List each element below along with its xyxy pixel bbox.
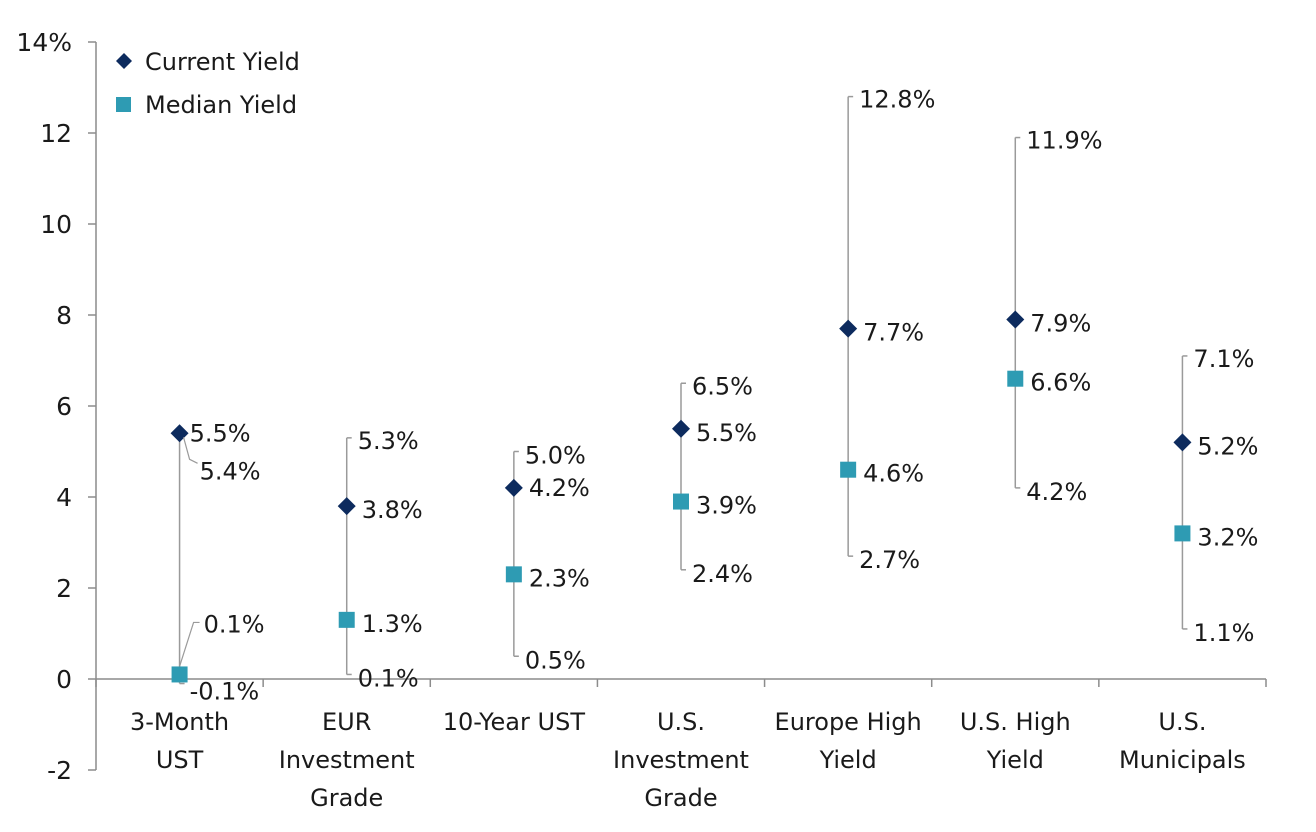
legend-median-marker bbox=[116, 97, 131, 112]
median-yield-label: 6.6% bbox=[1030, 369, 1091, 397]
category-label: U.S. bbox=[1158, 708, 1206, 736]
category-labels: 3-Month UST EUR Investment Grade 10-Year UST U… bbox=[130, 708, 1246, 812]
category-label: Europe High bbox=[775, 708, 922, 736]
y-tick-label: 8 bbox=[56, 301, 72, 330]
y-tick-label: 2 bbox=[56, 574, 72, 603]
range-low-label: 2.7% bbox=[859, 546, 920, 574]
current-yield-label: 7.7% bbox=[863, 319, 924, 347]
y-tick-label: -2 bbox=[47, 756, 72, 785]
range-low-label: -0.1% bbox=[190, 678, 260, 706]
y-tick-label: 4 bbox=[56, 483, 72, 512]
median-yield-marker bbox=[840, 461, 857, 478]
range-high-label: 5.4% bbox=[200, 457, 261, 485]
category-label: EUR bbox=[322, 708, 371, 736]
current-yield-label: 7.9% bbox=[1030, 310, 1091, 338]
current-yield-marker bbox=[170, 424, 189, 443]
range-low-label: 4.2% bbox=[1026, 478, 1087, 506]
legend: Current Yield Median Yield bbox=[116, 48, 300, 119]
median-yield-label: 2.3% bbox=[529, 564, 590, 592]
median-yield-label: 3.9% bbox=[696, 492, 757, 520]
range-low-label: 2.4% bbox=[692, 560, 753, 588]
legend-current-label: Current Yield bbox=[145, 48, 300, 76]
range-low-label: 0.5% bbox=[525, 646, 586, 674]
range-high-label: 5.3% bbox=[358, 427, 419, 455]
median-yield-label: 0.1% bbox=[204, 610, 265, 638]
range-high-label: 5.0% bbox=[525, 442, 586, 470]
axes bbox=[88, 41, 1267, 771]
median-yield-marker bbox=[505, 566, 522, 583]
current-yield-marker bbox=[672, 419, 690, 438]
range-low-label: 0.1% bbox=[358, 664, 419, 692]
category-label: Yield bbox=[986, 746, 1044, 774]
current-yield-label: 3.8% bbox=[362, 496, 423, 524]
category-label: Investment bbox=[613, 746, 749, 774]
y-tick-label: 10 bbox=[40, 210, 72, 239]
current-yield-label: 5.2% bbox=[1197, 432, 1258, 460]
category-label: Municipals bbox=[1119, 746, 1246, 774]
range-high-label: 6.5% bbox=[692, 372, 753, 400]
legend-median-label: Median Yield bbox=[145, 91, 297, 119]
category-label: Investment bbox=[279, 746, 415, 774]
y-tick-label: 6 bbox=[56, 392, 72, 421]
range-high-label: 12.8% bbox=[859, 86, 935, 114]
category-label: 3-Month bbox=[130, 708, 229, 736]
y-tick-label: 0 bbox=[56, 665, 72, 694]
category-label: Yield bbox=[819, 746, 877, 774]
current-yield-marker bbox=[1006, 310, 1025, 329]
range-high-label: 7.1% bbox=[1193, 345, 1254, 373]
median-yield-label: 3.2% bbox=[1197, 523, 1258, 551]
median-yield-marker bbox=[673, 493, 689, 510]
median-yield-marker bbox=[1007, 370, 1024, 387]
median-yield-marker bbox=[338, 611, 355, 628]
median-yield-marker bbox=[171, 666, 188, 683]
current-yield-marker bbox=[1173, 433, 1192, 452]
category-label: U.S. High bbox=[960, 708, 1071, 736]
current-yield-label: 5.5% bbox=[190, 419, 251, 447]
current-yield-marker bbox=[504, 478, 523, 497]
current-yield-label: 4.2% bbox=[529, 474, 590, 502]
label-leader-line bbox=[182, 437, 198, 464]
median-yield-label: 1.3% bbox=[362, 610, 423, 638]
data-labels: 5.5% 5.4% 0.1% -0.1% 5.3% 3.8% 1.3% 0.1% 5.0% 4.2… bbox=[178, 86, 1258, 706]
category-label: Grade bbox=[310, 784, 383, 812]
y-tick-label: 12 bbox=[40, 119, 72, 148]
current-yield-label: 5.5% bbox=[696, 419, 757, 447]
category-label: Grade bbox=[644, 784, 717, 812]
category-label: U.S. bbox=[657, 708, 705, 736]
label-leader-line bbox=[178, 621, 200, 667]
median-yield-label: 4.6% bbox=[863, 460, 924, 488]
range-high-label: 11.9% bbox=[1026, 127, 1102, 155]
markers bbox=[170, 310, 1192, 683]
current-yield-marker bbox=[839, 319, 858, 338]
current-yield-marker bbox=[337, 497, 356, 516]
legend-current-marker bbox=[116, 53, 132, 69]
category-label: UST bbox=[156, 746, 204, 774]
y-tick-labels: 14% 12 10 8 6 4 2 0 -2 bbox=[16, 28, 72, 785]
y-tick-label: 14% bbox=[16, 28, 72, 57]
category-label: 10-Year UST bbox=[443, 708, 586, 736]
median-yield-marker bbox=[1174, 525, 1191, 542]
range-low-label: 1.1% bbox=[1193, 619, 1254, 647]
